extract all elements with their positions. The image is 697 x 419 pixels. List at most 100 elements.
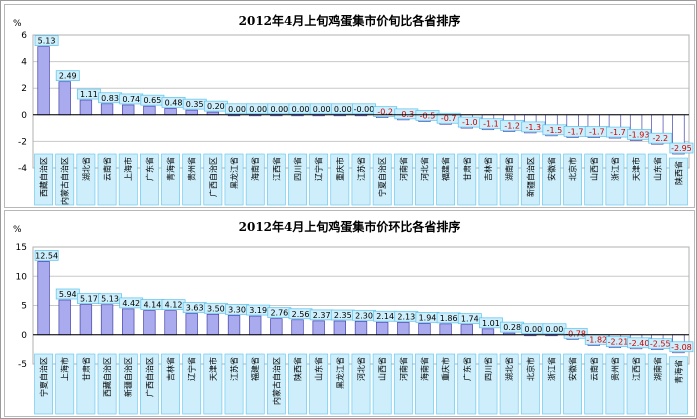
data-label: 2.35 [334, 311, 352, 320]
category-cell [393, 353, 413, 415]
data-label: 12.54 [35, 251, 58, 260]
x-tick-label: 江苏省 [229, 357, 239, 381]
chart-panel-weekly: 2012年4月上旬鸡蛋集市价旬比各省排序 % -4 -2 0 2 4 6 5.13 西藏自治区… [4, 4, 695, 208]
data-label: 2.56 [292, 310, 310, 319]
x-tick-label: 广西自治区 [144, 357, 154, 397]
x-tick-label: 安徽省 [546, 157, 556, 181]
data-label: -2.40 [629, 339, 650, 348]
x-tick-label: 重庆市 [335, 157, 345, 181]
data-label: 0.00 [228, 105, 246, 114]
x-tick-label: 云南省 [102, 157, 112, 181]
data-label: 5.17 [80, 295, 98, 304]
data-label: 5.94 [59, 290, 77, 299]
bar [143, 310, 156, 336]
x-tick-label: 福建省 [441, 157, 451, 181]
category-cell [457, 353, 477, 415]
category-cell [563, 153, 582, 206]
x-tick-label: 安徽省 [568, 357, 578, 381]
x-tick-label: 辽宁省 [314, 157, 324, 181]
bar [418, 323, 431, 336]
bar [100, 103, 114, 116]
x-tick-label: 重庆市 [441, 357, 451, 381]
category-cell [330, 153, 350, 206]
bar-chart-monthly: -5 0 5 10 15 12.54 宁夏自治区 5.94 上海市 5.17 甘肃省 5.13 西藏自治… [16, 243, 694, 415]
y-axis-unit: % [13, 225, 22, 235]
y-tick-label: -2 [18, 137, 27, 147]
data-label: -1.7 [610, 128, 626, 137]
data-label: 5.13 [101, 295, 119, 304]
bar [312, 320, 325, 336]
x-tick-label: 湖南省 [504, 157, 514, 181]
category-cell [330, 353, 350, 415]
bar [291, 319, 304, 336]
category-cell [520, 353, 540, 415]
data-label: 0.28 [503, 323, 521, 332]
data-label: 0.00 [313, 105, 331, 114]
data-label: -0.00 [354, 105, 375, 114]
category-cell [182, 153, 202, 206]
x-tick-label: 贵州省 [187, 157, 197, 181]
category-cell [224, 153, 244, 206]
category-cell [97, 353, 117, 415]
y-tick-label: -5 [18, 360, 27, 370]
bar [439, 323, 452, 336]
category-cell [372, 153, 392, 206]
bar [227, 315, 241, 336]
category-cell [647, 353, 667, 415]
data-label-box [563, 327, 588, 339]
data-label: 1.11 [80, 90, 98, 99]
bar [164, 310, 177, 336]
x-tick-label: 江西省 [631, 357, 641, 381]
data-label: 0.65 [143, 96, 161, 105]
category-cell [605, 153, 625, 206]
category-cell [34, 353, 53, 415]
data-label: 0.00 [270, 105, 288, 114]
data-label: 0.20 [207, 102, 225, 111]
x-tick-label: 河北省 [419, 157, 429, 181]
category-cell [542, 353, 561, 415]
x-tick-label: 贵州省 [610, 357, 620, 381]
data-label: 2.14 [376, 312, 394, 321]
category-cell [309, 353, 329, 415]
bar [397, 321, 410, 336]
x-tick-label: 浙江省 [610, 157, 620, 181]
category-cell [161, 153, 180, 206]
x-tick-label: 广东省 [462, 357, 472, 381]
x-tick-label: 湖北省 [81, 157, 91, 181]
x-tick-label: 吉林省 [483, 157, 493, 181]
category-cell [393, 153, 413, 206]
y-tick-label: 0 [21, 331, 27, 341]
category-cell [478, 353, 498, 415]
data-label-box [34, 250, 59, 261]
x-tick-label: 广东省 [144, 157, 154, 181]
category-cell [351, 353, 371, 415]
x-tick-label: 内蒙古自治区 [60, 157, 70, 205]
data-label: -2.21 [608, 338, 629, 347]
chart-title: 2012年4月上旬鸡蛋集市价旬比各省排序 [238, 14, 461, 28]
data-label: -0.5 [420, 111, 436, 120]
category-cell [372, 353, 392, 415]
bar [58, 81, 71, 116]
data-label: 0.00 [524, 325, 542, 334]
x-tick-label: 山西省 [589, 157, 599, 181]
data-label-box [34, 35, 59, 46]
bar-chart-weekly: -4 -2 0 2 4 6 5.13 西藏自治区 2.49 内蒙古自治区 1.11 湖北省 0.83 云南… [18, 31, 694, 206]
x-tick-label: 福建省 [250, 357, 260, 381]
bar [333, 320, 347, 336]
x-tick-label: 甘肃省 [462, 157, 472, 181]
y-tick-label: 5 [21, 302, 27, 312]
x-tick-label: 浙江省 [546, 357, 556, 381]
y-tick-label: 6 [21, 31, 27, 41]
data-label: -1.5 [547, 126, 563, 135]
data-label-box [55, 70, 80, 82]
category-cell [76, 153, 96, 206]
data-label: 4.14 [143, 301, 161, 310]
x-tick-label: 海南省 [419, 357, 429, 381]
category-cell [647, 153, 667, 206]
y-tick-label: 10 [16, 272, 28, 282]
category-cell [436, 153, 456, 206]
x-tick-label: 陕西省 [293, 357, 303, 381]
category-cell [76, 353, 96, 415]
data-label: -2.95 [671, 144, 692, 153]
category-cell [542, 153, 561, 206]
